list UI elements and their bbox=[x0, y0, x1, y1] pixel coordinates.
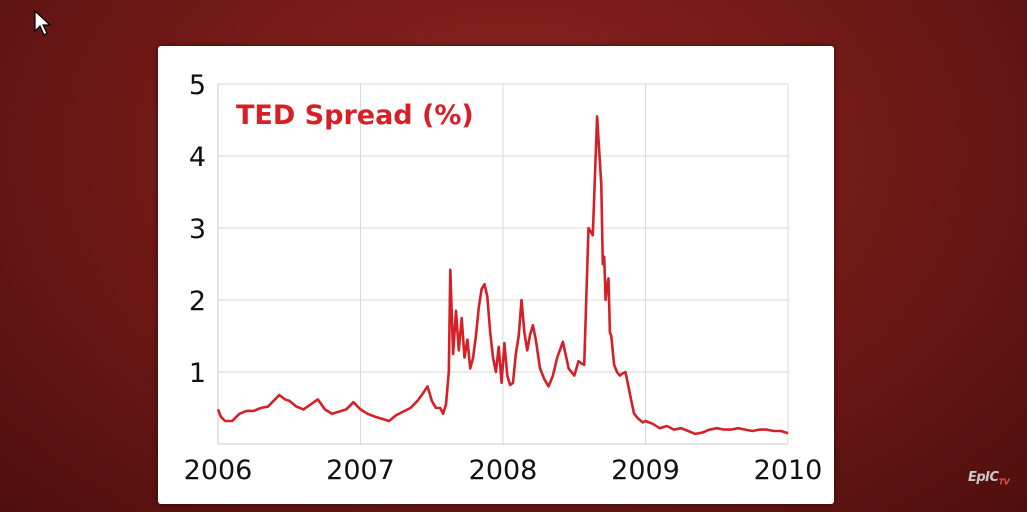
plot-frame bbox=[217, 84, 788, 445]
x-tick-label-2010: 2010 bbox=[754, 455, 823, 486]
logo-suffix: TV bbox=[998, 477, 1010, 487]
epic-tv-logo: EpICTV bbox=[968, 470, 1010, 487]
y-tick-label-3: 3 bbox=[189, 214, 206, 245]
x-axis-ticks: 2006 2007 2008 2009 2010 bbox=[184, 455, 823, 486]
chart-card: 1 2 3 4 5 2006 2007 2008 2009 2010 TED Spread (%… bbox=[158, 46, 834, 504]
ted-spread-line bbox=[216, 115, 789, 436]
mouse-cursor-icon bbox=[34, 10, 52, 36]
x-tick-label-2007: 2007 bbox=[326, 455, 395, 486]
y-tick-label-4: 4 bbox=[189, 142, 206, 173]
logo-brand: EpIC bbox=[968, 470, 999, 485]
y-tick-label-1: 1 bbox=[189, 358, 206, 389]
y-axis-ticks: 1 2 3 4 5 bbox=[189, 70, 206, 389]
y-tick-label-2: 2 bbox=[189, 286, 206, 317]
x-tick-label-2008: 2008 bbox=[469, 455, 538, 486]
x-tick-label-2009: 2009 bbox=[611, 455, 680, 486]
chart-title: TED Spread (%) bbox=[236, 100, 474, 131]
x-tick-label-2006: 2006 bbox=[184, 455, 253, 486]
y-tick-label-5: 5 bbox=[189, 70, 206, 101]
ted-spread-chart: 1 2 3 4 5 2006 2007 2008 2009 2010 TED Spread (%… bbox=[184, 70, 823, 486]
grid-lines bbox=[217, 83, 789, 444]
